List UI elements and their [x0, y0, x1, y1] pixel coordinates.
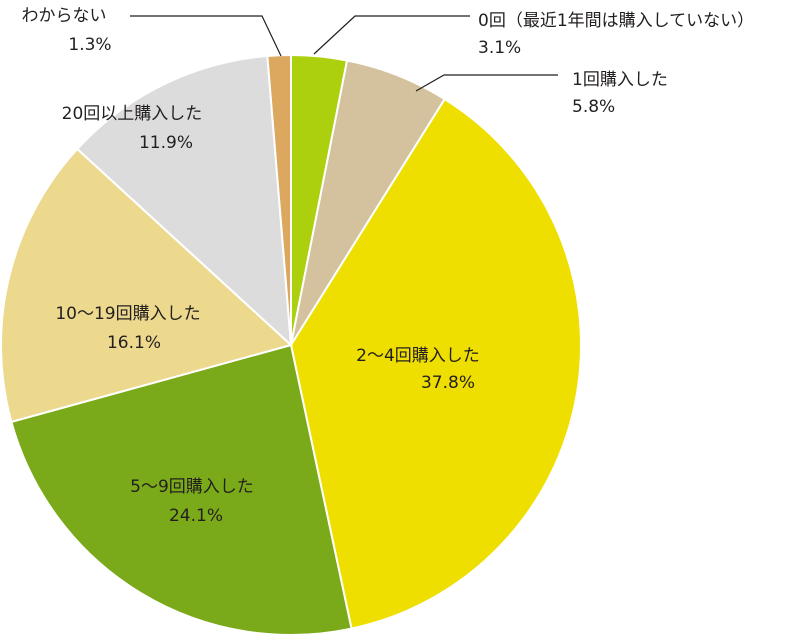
- slice-label-4-name: 10〜19回購入した: [55, 304, 200, 324]
- slice-label-4-value: 16.1%: [107, 333, 161, 353]
- leader-line-6: [130, 15, 282, 57]
- slice-label-2-value: 37.8%: [421, 373, 475, 393]
- pie-slice-4: [0, 147, 294, 424]
- slice-label-0-name: 0回（最近1年間は購入していない）: [478, 11, 754, 31]
- slice-label-5-name: 20回以上購入した: [62, 104, 203, 124]
- leader-line-1: [415, 74, 558, 92]
- pie-slice-2: [289, 97, 582, 630]
- slice-label-3-name: 5〜9回購入した: [130, 477, 254, 497]
- slice-label-1-name: 1回購入した: [572, 70, 668, 90]
- leader-lines: [130, 15, 558, 92]
- pie-slice-6: [266, 53, 292, 346]
- leader-line-0: [313, 15, 470, 55]
- slice-label-2-name: 2〜4回購入した: [356, 346, 480, 366]
- pie-slice-5: [75, 54, 293, 348]
- slice-label-5-value: 11.9%: [139, 133, 193, 153]
- slice-label-1-value: 5.8%: [572, 97, 615, 117]
- slice-label-6-value: 1.3%: [68, 35, 111, 55]
- pie-slice-3: [10, 343, 353, 636]
- slice-label-6-name: わからない: [22, 6, 107, 26]
- slice-label-0-value: 3.1%: [478, 38, 521, 58]
- pie-slices: [0, 53, 582, 636]
- slice-label-3-value: 24.1%: [169, 506, 223, 526]
